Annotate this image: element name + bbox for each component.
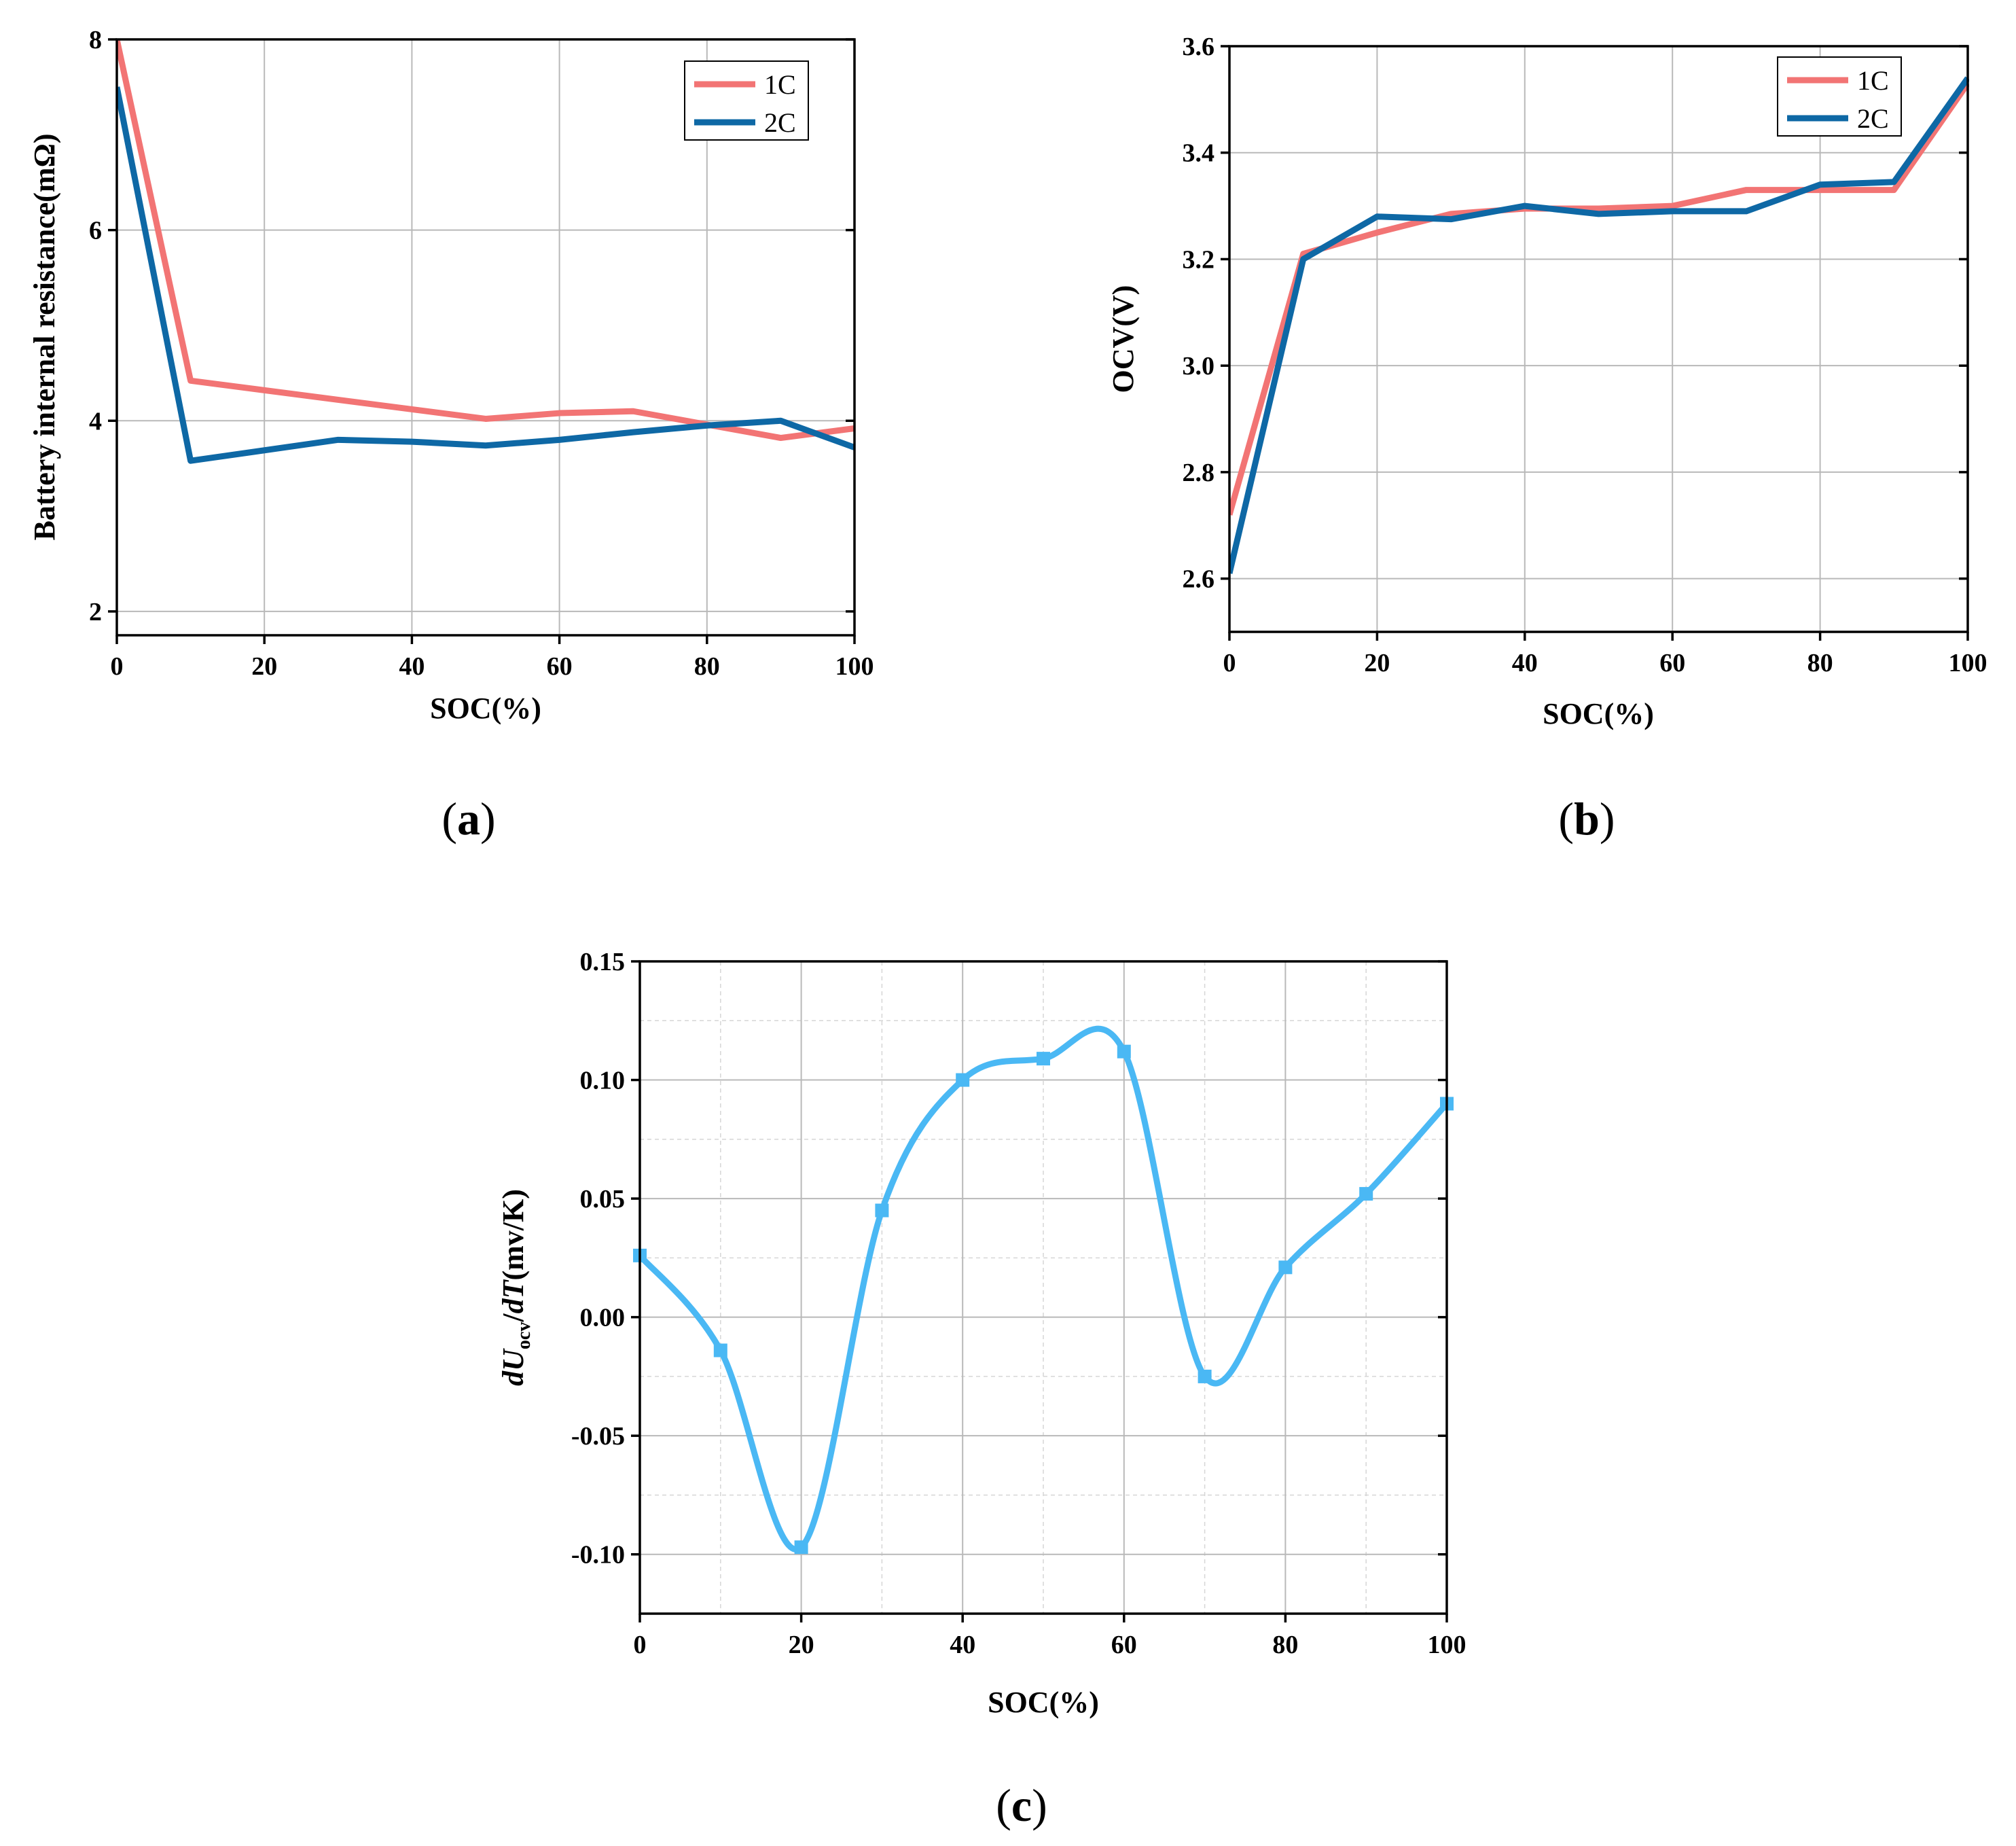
panel-c-x-axis-title: SOC(%) xyxy=(988,1686,1099,1719)
panel-c-ylabel-u: U xyxy=(497,1348,530,1371)
panel-c-x-tick-label: 100 xyxy=(1428,1631,1466,1659)
panel-c-y-tick-label: 0.15 xyxy=(580,948,626,976)
panel-a-x-tick-label: 80 xyxy=(694,652,720,681)
panel-b-legend-label-1c: 1C xyxy=(1857,65,1889,96)
panel-a-x-tick-label: 100 xyxy=(835,652,874,681)
panel-b-series xyxy=(1229,76,1969,574)
panel-c-data-point xyxy=(794,1540,808,1555)
panel-a-plot-frame xyxy=(115,38,856,637)
panel-b-caption: (b) xyxy=(1558,793,1615,845)
panel-b-caption-letter: b xyxy=(1574,793,1600,845)
panel-a-x-axis-title: SOC(%) xyxy=(430,692,541,725)
panel-c-y-tick-label: -0.05 xyxy=(571,1422,625,1451)
panel-a-y-tick-label: 2 xyxy=(89,598,102,626)
panel-c-x-tick-label: 80 xyxy=(1272,1631,1298,1659)
panel-b-legend-label-2c: 2C xyxy=(1857,103,1889,134)
panel-c-x-tick-label: 40 xyxy=(950,1631,975,1659)
panel-c-y-tick-label: 0.10 xyxy=(580,1067,626,1095)
panel-c-axes: 0 20 40 60 80 100 -0.10 -0.05 0.00 0.05 0.10 0.15 xyxy=(571,948,1466,1659)
panel-b-series-2c-line xyxy=(1229,76,1969,574)
panel-b-grid xyxy=(1229,46,1968,632)
panel-b-series-1c-line xyxy=(1229,82,1969,516)
panel-a-x-tick-label: 40 xyxy=(399,652,425,681)
panel-a-legend-label-1c: 1C xyxy=(764,69,796,100)
panel-c-data-point xyxy=(956,1073,970,1087)
panel-c-x-tick-label: 0 xyxy=(634,1631,647,1659)
panel-a-y-tick-label: 4 xyxy=(89,407,102,436)
panel-a-series-1c-line xyxy=(117,39,855,442)
panel-c-data-point xyxy=(1278,1260,1293,1275)
panel-c-ylabel-units: (mv/K) xyxy=(497,1189,530,1280)
panel-a-legend-label-2c: 2C xyxy=(764,107,796,138)
panel-a-caption: (a) xyxy=(442,793,495,845)
panel-c-data-point xyxy=(1117,1044,1131,1059)
panel-b-y-tick-label: 3.6 xyxy=(1183,33,1215,61)
panel-c-data-point xyxy=(875,1203,889,1218)
panel-c-data-point xyxy=(1359,1187,1373,1201)
panel-c-y-tick-label: 0.00 xyxy=(580,1304,626,1332)
panel-a-x-tick-label: 0 xyxy=(111,652,124,681)
panel-b-y-tick-label: 3.0 xyxy=(1183,352,1215,380)
panel-a-x-tick-label: 20 xyxy=(251,652,277,681)
panel-c-ylabel-d2: d xyxy=(497,1298,530,1313)
panel-a-series-2c-line xyxy=(117,86,856,464)
panel-b-y-tick-label: 2.6 xyxy=(1183,565,1215,594)
panel-c-x-tick-label: 20 xyxy=(789,1631,814,1659)
panel-c-plot-frame xyxy=(638,960,1448,1615)
panel-c-data-point xyxy=(1198,1369,1212,1383)
panel-c: 0 20 40 60 80 100 -0.10 -0.05 0.00 0.05 0.10 0.15 S… xyxy=(497,948,1466,1831)
panel-c-caption-letter: c xyxy=(1011,1779,1032,1831)
panel-b-x-tick-label: 100 xyxy=(1949,649,1987,677)
panel-b-x-tick-label: 40 xyxy=(1512,649,1538,677)
panel-c-x-tick-label: 60 xyxy=(1111,1631,1137,1659)
panel-b-x-tick-label: 20 xyxy=(1364,649,1390,677)
panel-c-data-point xyxy=(713,1343,727,1357)
panel-c-y-tick-label: -0.10 xyxy=(571,1541,625,1569)
panel-c-ylabel-subscript: ocv xyxy=(514,1322,535,1349)
panel-b-plot-frame xyxy=(1228,45,1969,633)
panel-b-x-tick-label: 0 xyxy=(1223,649,1236,677)
panel-c-ylabel-slash: / xyxy=(497,1313,530,1323)
panel-c-y-tick-label: 0.05 xyxy=(580,1185,626,1213)
panel-a-x-tick-label: 60 xyxy=(547,652,573,681)
panel-c-ylabel-t: T xyxy=(497,1279,530,1298)
panel-b-x-tick-label: 60 xyxy=(1659,649,1685,677)
panel-b-x-tick-label: 80 xyxy=(1807,649,1833,677)
panel-a-y-axis-title: Battery internal resistance(mΩ) xyxy=(28,134,61,541)
panel-a-y-tick-label: 6 xyxy=(89,217,102,245)
panel-c-data-point xyxy=(1037,1052,1050,1066)
panel-c-caption: (c) xyxy=(996,1779,1047,1831)
panel-b-y-tick-label: 2.8 xyxy=(1183,459,1215,487)
panel-a-series xyxy=(117,39,856,464)
panel-c-ylabel-d1: d xyxy=(497,1370,530,1386)
panel-a-caption-letter: a xyxy=(457,793,480,845)
panel-a-y-tick-label: 8 xyxy=(89,26,102,54)
panel-b-axes: 0 20 40 60 80 100 2.6 2.8 3.0 3.2 3.4 3.6 xyxy=(1183,33,1987,677)
panel-b-x-axis-title: SOC(%) xyxy=(1543,697,1654,730)
panel-a-axes: 0 20 40 60 80 100 2 4 6 8 xyxy=(89,26,874,681)
panel-b-y-tick-label: 3.2 xyxy=(1183,245,1215,274)
panel-b-y-tick-label: 3.4 xyxy=(1183,139,1215,168)
panel-c-grid xyxy=(640,961,1447,1614)
panel-c-y-axis-title: dUocv/dT(mv/K) xyxy=(497,1189,535,1386)
panel-a-legend-box xyxy=(684,60,809,141)
panel-b-legend-box xyxy=(1777,56,1902,137)
panel-b-y-axis-title: OCV(V) xyxy=(1106,285,1140,393)
